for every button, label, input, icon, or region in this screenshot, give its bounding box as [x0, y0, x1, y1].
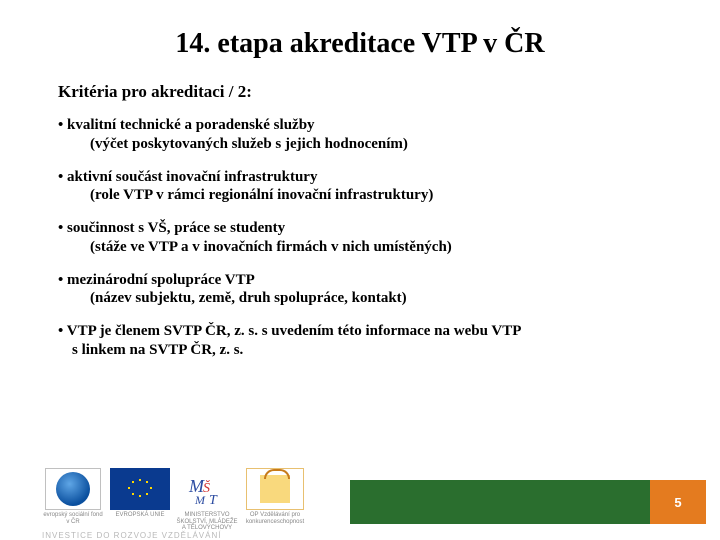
slide: { "title": { "text": "14. etapa akredita… — [0, 0, 720, 540]
slide-title: 14. etapa akreditace VTP v ČR — [0, 0, 720, 60]
footer-bar-green — [350, 480, 650, 524]
bullet-sub: s linkem na SVTP ČR, z. s. — [72, 341, 680, 360]
bullet-sub: (název subjektu, země, druh spolupráce, … — [90, 289, 680, 308]
bullet-lead: • mezinárodní spolupráce VTP — [58, 272, 255, 288]
eu-logo: EVROPSKÁ UNIE — [110, 468, 170, 519]
bullet-item: • mezinárodní spolupráce VTP (název subj… — [58, 271, 680, 309]
msmt-caption: MINISTERSTVO ŠKOLSTVÍ, MLÁDEŽE A TĚLOVÝC… — [176, 512, 238, 532]
bullet-lead: • součinnost s VŠ, práce se studenty — [58, 220, 285, 236]
eu-flag-icon — [110, 468, 170, 510]
content-area: • kvalitní technické a poradenské služby… — [58, 116, 680, 360]
esf-icon — [45, 468, 101, 510]
esf-logo: evropský sociální fond v ČR — [42, 468, 104, 525]
esf-caption: evropský sociální fond v ČR — [42, 512, 104, 525]
opvk-icon — [246, 468, 304, 510]
bullet-lead: • VTP je členem SVTP ČR, z. s. s uvedení… — [58, 323, 521, 339]
opvk-caption: OP Vzdělávání pro konkurenceschopnost — [244, 512, 306, 525]
page-number: 5 — [674, 495, 681, 510]
msmt-icon: M Š M T — [180, 468, 234, 510]
bullet-sub: (stáže ve VTP a v inovačních firmách v n… — [90, 238, 680, 257]
msmt-logo: M Š M T MINISTERSTVO ŠKOLSTVÍ, MLÁDEŽE A… — [176, 468, 238, 532]
logo-strip: evropský sociální fond v ČR EVROPSKÁ UNI… — [42, 468, 306, 532]
svg-text:T: T — [209, 493, 218, 506]
bullet-sub: (role VTP v rámci regionální inovační in… — [90, 186, 680, 205]
bullet-item: • součinnost s VŠ, práce se studenty (st… — [58, 219, 680, 257]
slide-subtitle: Kritéria pro akreditaci / 2: — [58, 82, 720, 102]
footer: evropský sociální fond v ČR EVROPSKÁ UNI… — [0, 464, 720, 540]
bullet-lead: • kvalitní technické a poradenské služby — [58, 117, 315, 133]
bullet-sub: (výčet poskytovaných služeb s jejich hod… — [90, 135, 680, 154]
bullet-item: • kvalitní technické a poradenské služby… — [58, 116, 680, 154]
bullet-item: • aktivní součást inovační infrastruktur… — [58, 168, 680, 206]
invest-tagline: INVESTICE DO ROZVOJE VZDĚLÁVÁNÍ — [42, 531, 221, 540]
eu-caption: EVROPSKÁ UNIE — [115, 512, 164, 519]
footer-bar-orange: 5 — [650, 480, 706, 524]
svg-text:M: M — [194, 493, 206, 506]
bullet-item: • VTP je členem SVTP ČR, z. s. s uvedení… — [58, 322, 680, 360]
bullet-lead: • aktivní součást inovační infrastruktur… — [58, 169, 317, 185]
opvk-logo: OP Vzdělávání pro konkurenceschopnost — [244, 468, 306, 525]
